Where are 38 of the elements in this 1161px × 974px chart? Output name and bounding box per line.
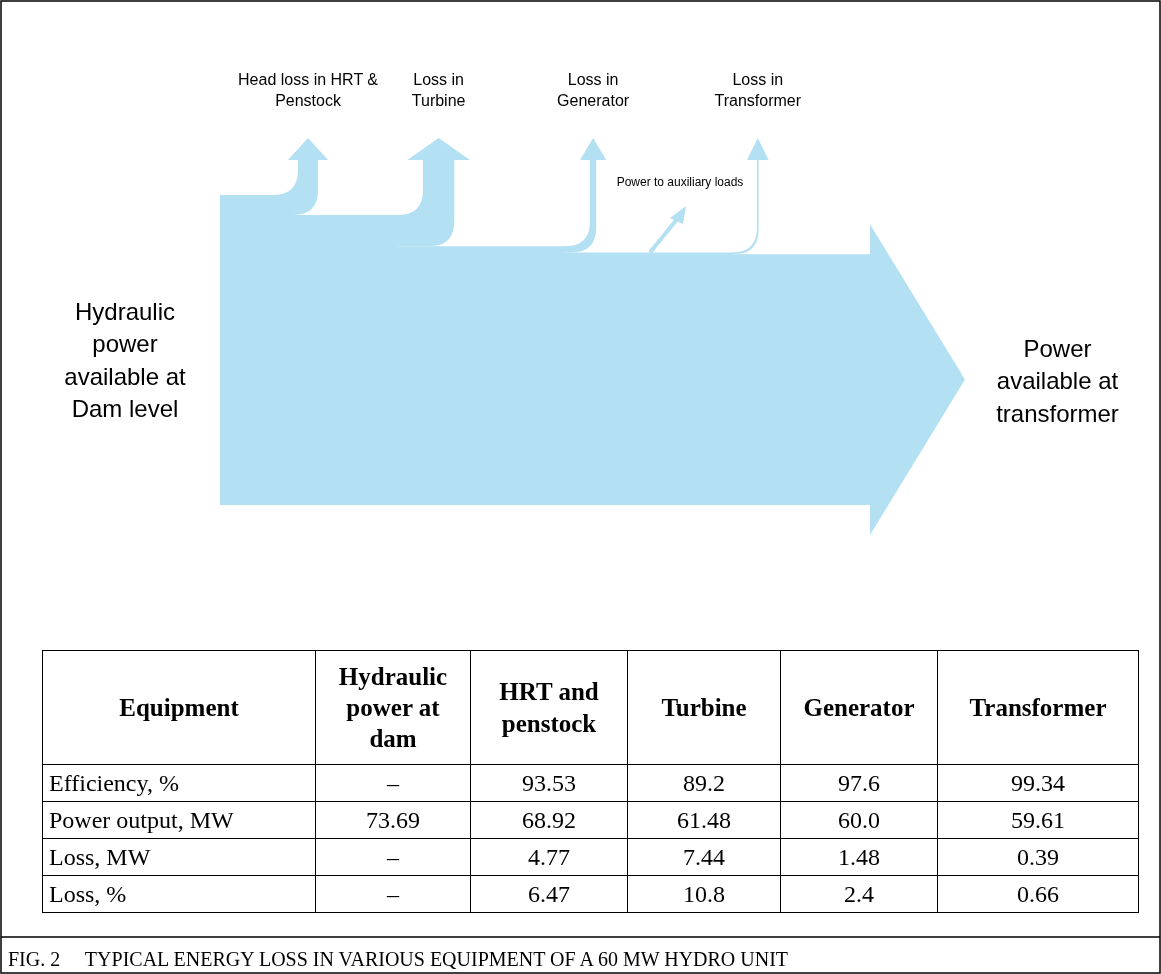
data-label: – [315,838,471,876]
category-label: Transformer [937,650,1139,765]
text: FIG. 2 TYPICAL ENERGY LOSS IN VARIOUS EQUIPMENT OF A 60 MW HYDRO UNIT [8,948,789,971]
text: Loss, MW [42,838,316,876]
data-label: 7.44 [627,838,781,876]
text: Head loss in HRT & Penstock [238,70,379,112]
text: Loss, % [42,875,316,913]
text: Loss in Turbine [410,70,467,112]
data-label: – [315,764,471,802]
data-label: – [315,875,471,913]
data-label: 6.47 [470,875,628,913]
category-label: HRT and penstock [470,650,628,765]
data-label: 1.48 [780,838,938,876]
data-label: 68.92 [470,801,628,839]
data-label: 2.4 [780,875,938,913]
text: Loss in Generator [556,70,631,112]
category-label: Generator [780,650,938,765]
text: Power to auxiliary loads [615,174,745,191]
data-label: 97.6 [780,764,938,802]
data-label: 59.61 [937,801,1139,839]
data-label: 89.2 [627,764,781,802]
data-label: 93.53 [470,764,628,802]
data-label: 10.8 [627,875,781,913]
data-label: 0.66 [937,875,1139,913]
category-label: Turbine [627,650,781,765]
text: Efficiency, % [42,764,316,802]
data-label: 61.48 [627,801,781,839]
category-label: Hydraulic power at dam [315,650,471,765]
text: Equipment [42,650,316,765]
text: Power output, MW [42,801,316,839]
text: Hydraulic power available at Dam level [63,297,187,425]
data-label: 60.0 [780,801,938,839]
data-label: 4.77 [470,838,628,876]
data-label: 0.39 [937,838,1139,876]
text: Loss in Transformer [713,70,803,112]
text: Power available at transformer [995,334,1120,429]
data-label: 99.34 [937,764,1139,802]
data-label: 73.69 [315,801,471,839]
